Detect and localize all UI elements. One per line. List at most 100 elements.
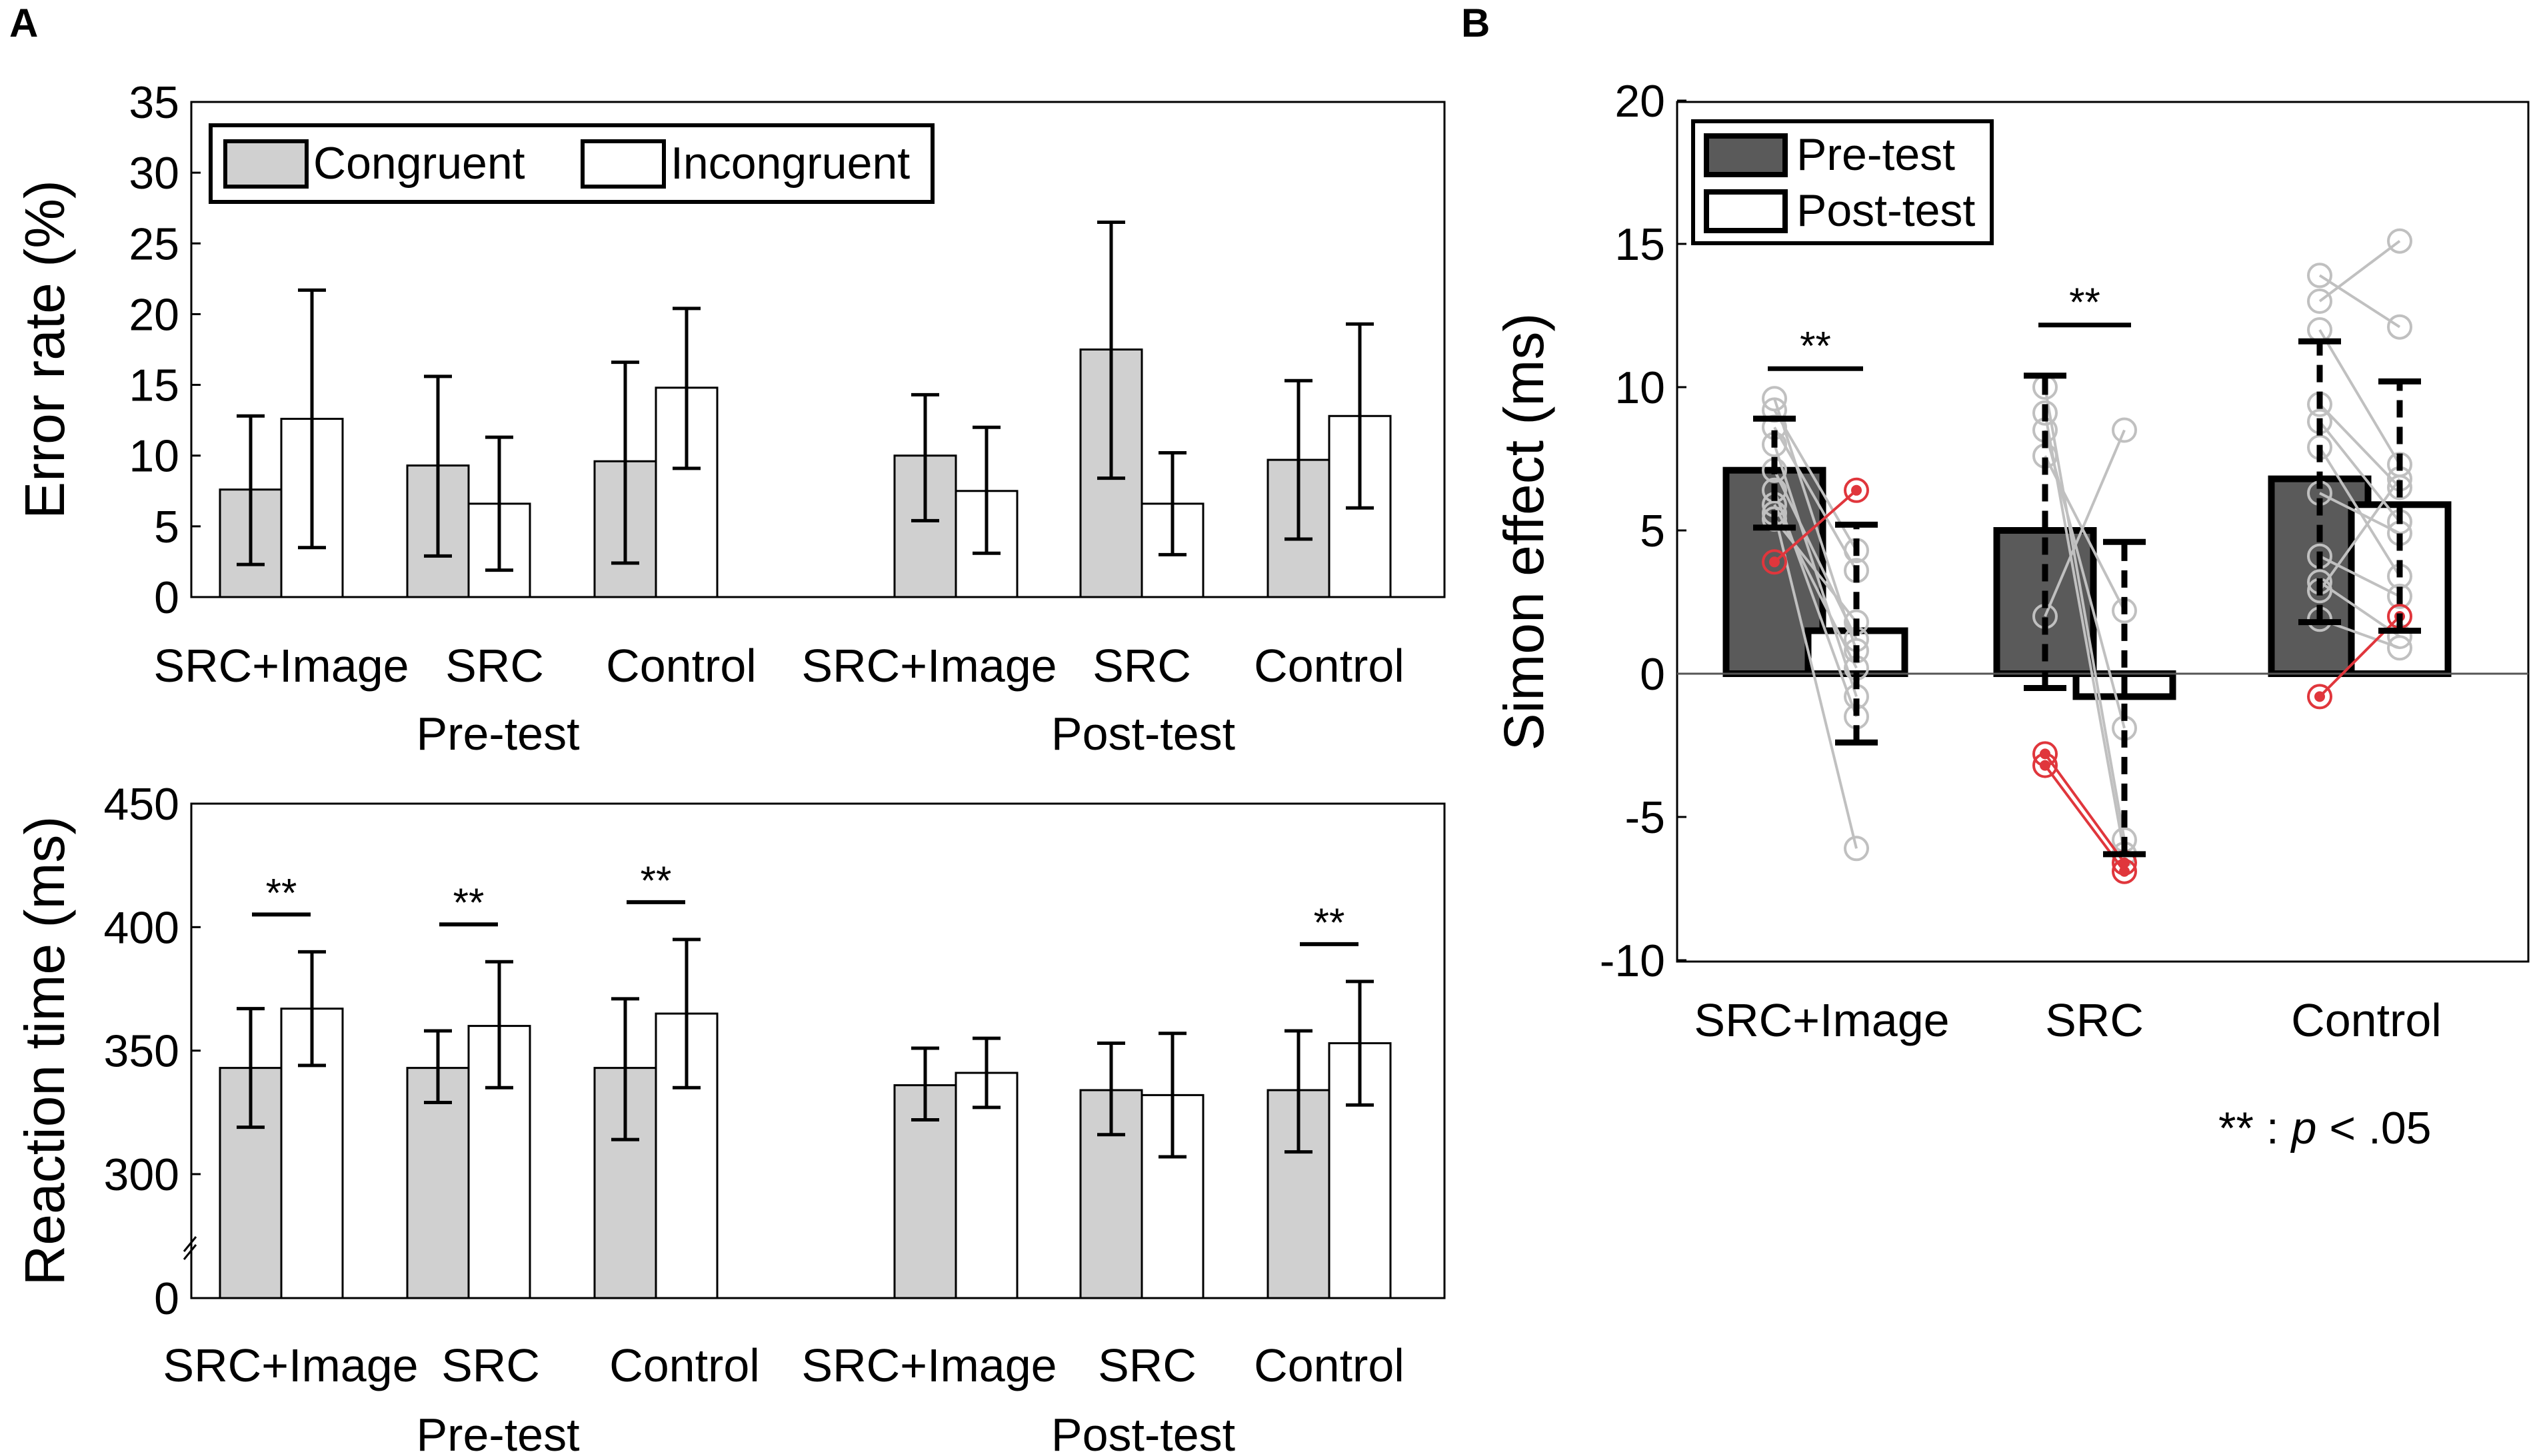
- subject-point-pre: [2032, 400, 2058, 426]
- y-tick-label: 10: [129, 431, 179, 482]
- x-group-label: Pre-test: [416, 1409, 579, 1456]
- significance-stars: **: [1314, 900, 1345, 945]
- y-tick-label: 450: [104, 779, 179, 830]
- x-category-label: SRC+Image: [1694, 994, 1949, 1046]
- subject-point-pre-dot: [2040, 760, 2050, 771]
- subject-line: [2318, 329, 2401, 466]
- subject-line: [2318, 240, 2401, 303]
- y-tick-label: 5: [154, 502, 179, 552]
- x-group-label: Pre-test: [416, 708, 579, 760]
- subject-point-post-dot: [1851, 484, 1862, 496]
- y-tick-label: 15: [1614, 219, 1665, 270]
- subject-line-red: [1773, 489, 1858, 563]
- subject-line: [2044, 386, 2126, 840]
- x-category-label: SRC+Image: [801, 1339, 1057, 1391]
- legend-label-incongruent: Incongruent: [671, 138, 910, 189]
- legend-swatch-incongruent: [581, 139, 666, 189]
- footnote-separator: :: [2254, 1103, 2292, 1153]
- x-category-label: SRC: [445, 640, 544, 692]
- x-group-label: Post-test: [1051, 1409, 1235, 1456]
- error-rate-chart: 0 5 10 15 20 25 30 35 Error rate (%) SRC+Image SRC…: [13, 77, 1446, 760]
- subject-point-pre-dot: [2314, 691, 2325, 702]
- significance-stars: **: [266, 870, 297, 915]
- x-category-label: SRC+Image: [153, 640, 409, 692]
- subject-line: [2318, 478, 2401, 592]
- x-category-label: SRC: [2045, 994, 2144, 1046]
- y-tick-label: -10: [1600, 936, 1665, 986]
- x-category-label: SRC+Image: [801, 640, 1057, 692]
- subject-point-pre-dot: [1769, 556, 1780, 568]
- x-category-label: Control: [1254, 1339, 1404, 1391]
- y-tick-label: 30: [129, 148, 179, 199]
- subject-line: [1773, 512, 1858, 849]
- y-tick-label: 400: [104, 902, 179, 953]
- subject-line: [2044, 429, 2126, 617]
- x-group-label: Post-test: [1051, 708, 1235, 760]
- x-category-label: Control: [2291, 994, 2442, 1046]
- plot-frame: [1676, 101, 2530, 963]
- axis-break-mark: [183, 1236, 197, 1252]
- y-tick-label: 0: [154, 572, 179, 623]
- x-category-label: SRC: [1098, 1339, 1197, 1391]
- y-tick-label: 25: [129, 219, 179, 269]
- subject-line: [1773, 469, 1858, 640]
- subject-point-pre: [2032, 752, 2058, 778]
- subject-point-post: [2387, 583, 2412, 609]
- subject-point-post: [2387, 635, 2412, 661]
- subject-point-post-dot: [2119, 866, 2130, 877]
- axis-break-mark: [183, 1244, 197, 1260]
- y-tick-label-zero: 0: [154, 1273, 179, 1324]
- y-axis-title: Error rate (%): [13, 180, 76, 519]
- x-category-label: Control: [606, 640, 757, 692]
- subject-line: [1773, 504, 1858, 669]
- bar-congruent: [406, 1067, 470, 1299]
- legend-label-congruent: Congruent: [313, 138, 525, 189]
- significance-stars: **: [2069, 280, 2100, 325]
- subject-point-pre: [2307, 684, 2332, 710]
- y-tick-label: 35: [129, 77, 179, 128]
- y-tick-label: 5: [1640, 506, 1665, 556]
- y-tick-label: -5: [1625, 792, 1665, 843]
- subject-line: [2318, 274, 2401, 329]
- y-tick-label: 20: [1614, 76, 1665, 127]
- legend: Congruent Incongruent: [209, 123, 935, 204]
- footnote-threshold: < .05: [2316, 1103, 2431, 1153]
- subject-point-post: [1844, 477, 1869, 503]
- subject-line: [2318, 403, 2401, 488]
- x-category-label: SRC: [1093, 640, 1191, 692]
- x-category-label: SRC: [441, 1339, 540, 1391]
- significance-stars: **: [1800, 323, 1831, 368]
- reaction-time-chart: 300 350 400 450 0 Reaction time (ms) SRC+Image…: [13, 779, 1446, 1456]
- subject-line: [2044, 455, 2126, 612]
- plot-frame: [190, 802, 1446, 1299]
- subject-line-red: [2044, 753, 2126, 864]
- panel-a-label: A: [9, 1, 38, 45]
- legend-swatch-posttest: [1704, 189, 1788, 233]
- significance-stars: **: [641, 858, 672, 903]
- footnote-stars: **: [2218, 1103, 2254, 1153]
- y-tick-label: 15: [129, 361, 179, 411]
- y-tick-label: 350: [104, 1026, 179, 1077]
- footnote-p: p: [2290, 1103, 2317, 1153]
- y-axis-title: Simon effect (ms): [1492, 313, 1555, 751]
- subject-point-post: [2112, 858, 2137, 884]
- subject-line: [2318, 580, 2401, 638]
- subject-line: [2318, 420, 2401, 523]
- subject-line: [2319, 492, 2400, 535]
- subject-point-pre: [1762, 549, 1787, 575]
- x-category-label: SRC+Image: [163, 1339, 418, 1391]
- subject-point-post: [2387, 474, 2412, 500]
- significance-footnote: ** : p < .05: [2218, 1103, 2431, 1153]
- simon-effect-chart: -10 -5 0 5 10 15 20 Simon effect (ms) SRC+Image S…: [1492, 76, 2530, 1046]
- x-category-label: Control: [1254, 640, 1404, 692]
- legend-label-pretest: Pre-test: [1796, 129, 1955, 180]
- x-category-label: Control: [609, 1339, 760, 1391]
- subject-point-pre: [2307, 289, 2332, 314]
- y-tick-label: 0: [1640, 649, 1665, 700]
- y-axis-title: Reaction time (ms): [13, 816, 76, 1286]
- subject-line: [1773, 426, 1858, 572]
- subject-point-pre: [1762, 386, 1787, 412]
- subject-point-post: [2387, 228, 2412, 254]
